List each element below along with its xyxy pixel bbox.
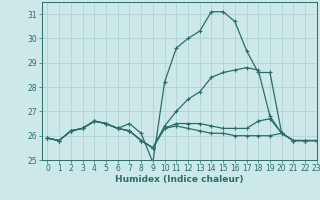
X-axis label: Humidex (Indice chaleur): Humidex (Indice chaleur) [115, 175, 244, 184]
